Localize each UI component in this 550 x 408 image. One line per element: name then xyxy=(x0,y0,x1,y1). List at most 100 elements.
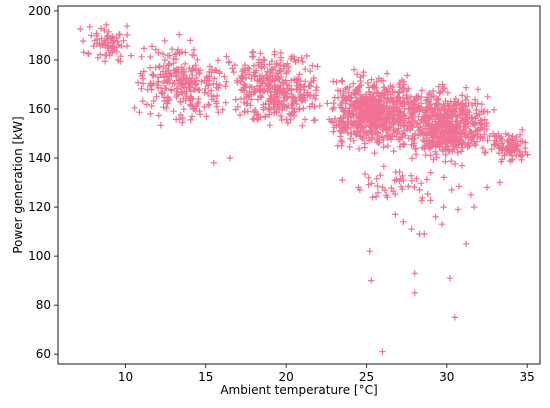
data-point xyxy=(124,31,131,39)
data-point xyxy=(187,37,194,44)
data-point xyxy=(309,62,316,69)
data-point xyxy=(283,116,290,123)
data-point xyxy=(221,73,228,80)
data-point xyxy=(177,98,184,106)
data-point xyxy=(334,94,342,101)
data-point xyxy=(96,40,103,47)
data-point xyxy=(366,88,373,96)
y-tick-label: 80 xyxy=(36,298,51,312)
data-point xyxy=(277,112,285,120)
data-point xyxy=(357,77,364,85)
data-point xyxy=(183,75,190,82)
data-point xyxy=(241,61,248,69)
data-point xyxy=(271,51,278,58)
plot-frame xyxy=(57,5,541,365)
data-point xyxy=(347,130,355,137)
data-point xyxy=(257,114,264,121)
data-point xyxy=(252,69,259,76)
data-point xyxy=(435,112,442,119)
data-point xyxy=(113,48,121,55)
data-point xyxy=(471,96,479,103)
data-point xyxy=(373,78,380,85)
data-point xyxy=(155,49,162,57)
data-point xyxy=(286,110,293,117)
data-point xyxy=(491,133,498,140)
data-point xyxy=(280,78,287,86)
data-point xyxy=(210,93,217,100)
data-point xyxy=(157,71,164,78)
data-point xyxy=(389,98,396,105)
data-point xyxy=(478,120,485,127)
data-point xyxy=(159,90,166,97)
data-point xyxy=(248,75,255,82)
data-point xyxy=(509,137,517,145)
data-point xyxy=(172,51,179,58)
data-point xyxy=(474,86,482,93)
data-point xyxy=(211,75,218,82)
data-point xyxy=(93,36,101,43)
data-point xyxy=(313,84,320,91)
data-point xyxy=(314,63,321,70)
data-point xyxy=(509,156,516,163)
data-point xyxy=(446,126,453,133)
data-point xyxy=(373,84,380,92)
data-point xyxy=(155,63,163,71)
data-point xyxy=(455,183,463,190)
data-point xyxy=(259,80,266,87)
data-point xyxy=(239,74,247,81)
data-point xyxy=(424,132,431,139)
data-point xyxy=(417,124,424,131)
data-point xyxy=(405,105,412,112)
data-point xyxy=(360,109,368,116)
data-point xyxy=(364,106,371,113)
data-point xyxy=(377,172,384,179)
data-point xyxy=(443,136,450,143)
data-point xyxy=(390,147,397,155)
data-point xyxy=(338,100,345,107)
data-point xyxy=(299,96,307,103)
data-point xyxy=(391,129,398,136)
data-point xyxy=(177,77,184,84)
data-point xyxy=(204,90,212,97)
data-point xyxy=(171,67,178,74)
data-point xyxy=(250,62,258,69)
data-point xyxy=(287,111,294,118)
data-point xyxy=(448,113,455,121)
data-point xyxy=(403,72,411,79)
data-point xyxy=(379,114,386,121)
data-point xyxy=(173,91,180,99)
data-point xyxy=(237,95,245,102)
data-point xyxy=(360,135,368,142)
data-point xyxy=(180,95,187,102)
data-point xyxy=(192,62,199,69)
data-point xyxy=(384,99,391,106)
data-point xyxy=(205,101,212,108)
data-point xyxy=(140,45,148,52)
data-point xyxy=(392,169,399,176)
data-point xyxy=(398,111,406,118)
data-point xyxy=(439,81,446,88)
data-point xyxy=(419,194,426,202)
data-point xyxy=(383,118,390,125)
data-point xyxy=(394,119,401,126)
data-point xyxy=(381,123,388,131)
data-point xyxy=(518,156,525,164)
data-point xyxy=(465,139,472,146)
data-point xyxy=(423,135,430,142)
data-point xyxy=(512,136,519,144)
data-point xyxy=(391,126,399,134)
data-point xyxy=(442,151,449,158)
data-point xyxy=(299,58,306,65)
data-point xyxy=(274,70,281,77)
data-point xyxy=(205,68,213,76)
data-point xyxy=(379,184,386,191)
data-point xyxy=(238,72,245,80)
data-point xyxy=(393,176,400,183)
data-point xyxy=(445,131,452,139)
data-point xyxy=(391,89,399,96)
data-point xyxy=(426,102,433,109)
data-point xyxy=(472,127,479,135)
data-point xyxy=(405,85,412,92)
data-point xyxy=(246,88,253,95)
data-point xyxy=(382,127,390,134)
